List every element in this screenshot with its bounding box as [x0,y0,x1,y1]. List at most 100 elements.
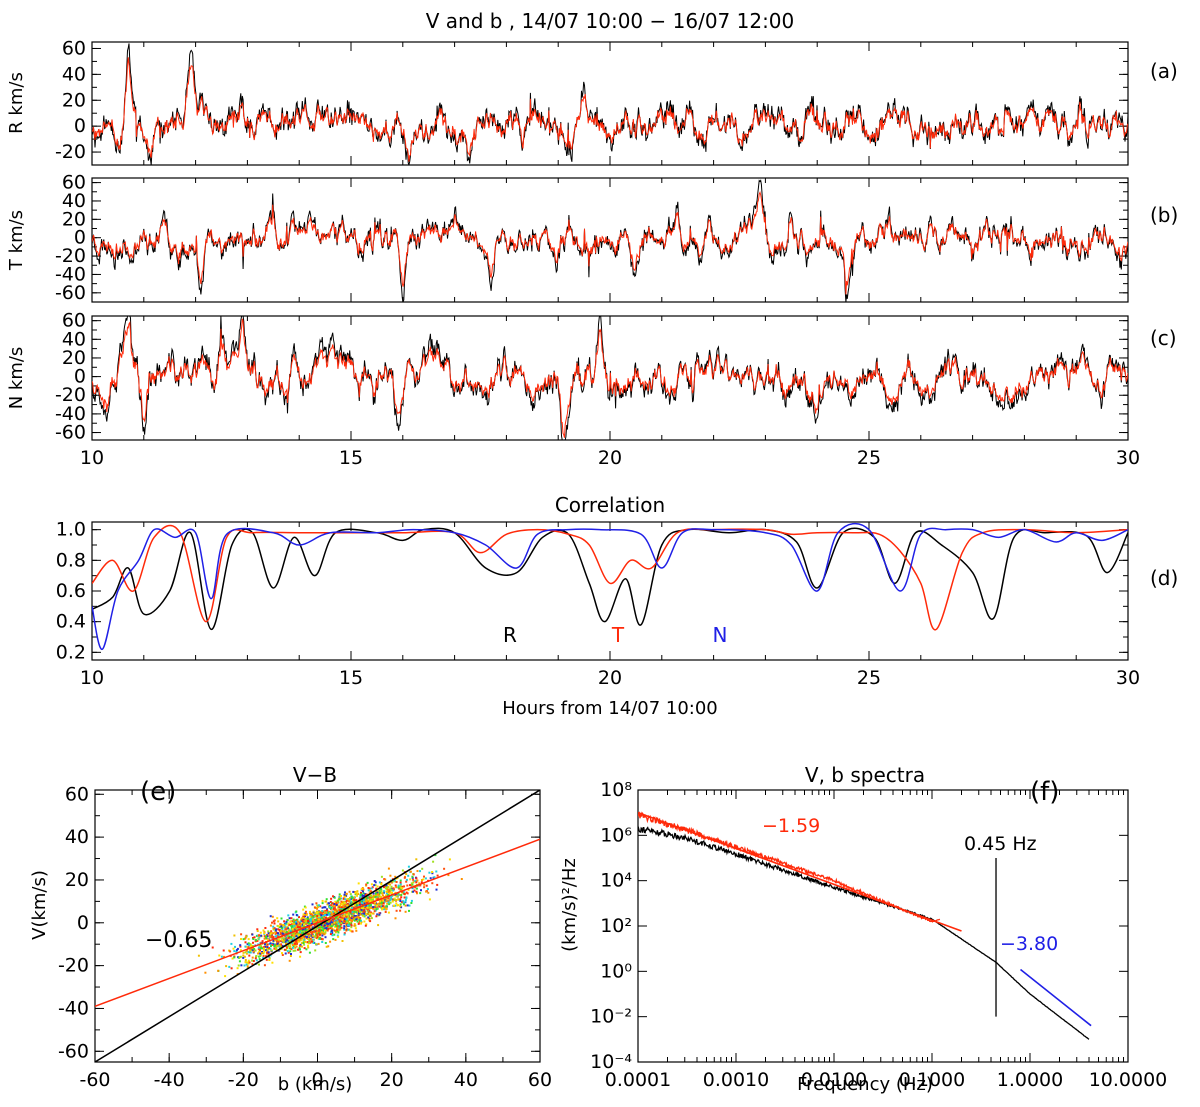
scatter-point [304,913,307,916]
scatter-point [306,932,309,935]
scatter-point [263,935,266,938]
scatter-point [252,947,254,950]
scatter-point [404,900,407,903]
scatter-point [262,929,265,932]
scatter-point [321,941,324,943]
y-tick-label: 0 [74,366,86,388]
scatter-point [275,947,278,950]
scatter-point [326,921,329,924]
scatter-point [244,961,247,964]
scatter-point [345,892,348,895]
scatter-point [367,899,370,902]
scatter-point [304,921,307,924]
scatter-point [283,920,286,923]
scatter-point [350,922,353,925]
scatter-point [258,963,260,966]
scatter-point [270,949,273,952]
scatter-point [321,926,323,929]
scatter-point [315,902,318,905]
scatter-point [328,922,331,925]
scatter-point [259,947,262,950]
scatter-point [387,897,390,900]
scatter-point [358,912,360,915]
scatter-point [309,918,312,921]
scatter-point [435,888,438,891]
y-tick-label: 10⁴ [600,870,632,892]
scatter-point [353,919,356,922]
scatter-point [348,916,351,919]
scatter-point [288,917,291,920]
scatter-point [371,912,374,915]
scatter-point [345,928,348,931]
scatter-point [415,877,418,880]
scatter-point [272,939,275,942]
scatter-point [308,926,311,929]
scatter-point [302,940,305,943]
scatter-point [224,975,227,978]
y-tick-label: -40 [55,403,86,425]
scatter-point [302,913,305,916]
x-tick-label: 30 [1116,447,1140,469]
scatter-point [253,948,256,950]
scatter-point [348,913,351,916]
scatter-point [358,903,361,906]
scatter-point [326,908,328,911]
scatter-point [379,900,381,903]
scatter-point [354,927,357,930]
scatter-point [273,945,276,948]
scatter-point [339,922,342,925]
y-tick-label: 1.0 [56,519,86,541]
scatter-point [376,885,379,888]
scatter-point [259,931,262,934]
scatter-point [369,911,372,914]
scatter-point [366,881,369,884]
scatter-point [365,917,368,920]
scatter-point [347,915,350,918]
scatter-point [364,904,367,907]
scatter-point [318,926,321,928]
scatter-point [374,884,377,887]
scatter-point [247,951,250,954]
scatter-point [345,913,348,916]
scatter-point [245,952,248,955]
scatter-point [298,944,301,947]
scatter-point [320,918,323,921]
scatter-point [321,938,324,941]
scatter-point [308,921,311,924]
scatter-point [338,896,341,899]
panel-e-xlabel: b (km/s) [278,1074,353,1095]
scatter-point [382,898,384,901]
scatter-point [375,904,378,907]
scatter-point [343,903,346,906]
spectrum-fit-line [638,811,962,932]
scatter-point [349,911,352,914]
scatter-point [343,933,346,936]
scatter-point [302,921,305,923]
scatter-point [353,904,356,907]
scatter-point [266,943,269,946]
scatter-point [292,929,295,932]
scatter-point [280,936,283,939]
scatter-point [303,923,305,926]
scatter-point [390,897,393,900]
scatter-point [383,885,386,888]
scatter-point [380,890,383,893]
scatter-point [343,906,346,909]
scatter-point [291,925,294,928]
scatter-point [360,922,362,925]
scatter-point [354,891,357,894]
scatter-point [329,923,332,926]
scatter-point [311,912,314,915]
scatter-point [288,928,291,931]
scatter-point [344,891,346,894]
scatter-point [244,941,247,944]
scatter-point [387,901,390,904]
scatter-point [254,949,257,952]
scatter-point [250,945,253,948]
scatter-point [298,926,301,929]
x-tick-label: -40 [154,1069,185,1091]
scatter-point [306,941,309,944]
scatter-point [338,893,341,896]
scatter-point [400,901,403,904]
spectrum-fit-line [1020,968,1092,1027]
